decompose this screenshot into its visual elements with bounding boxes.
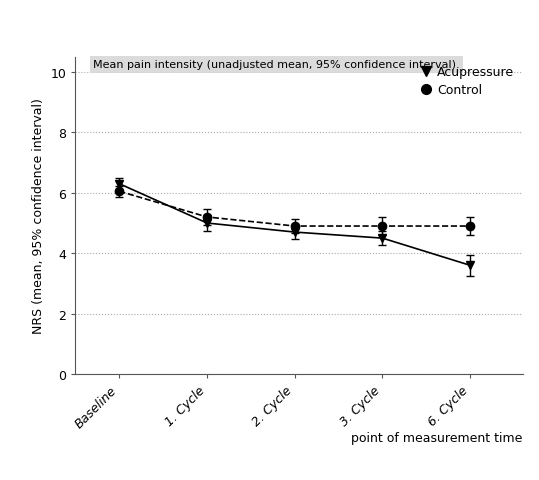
Text: point of measurement time: point of measurement time <box>351 432 523 444</box>
Legend: Acupressure, Control: Acupressure, Control <box>416 61 519 102</box>
Text: Mean pain intensity (unadjusted mean, 95% confidence interval).: Mean pain intensity (unadjusted mean, 95… <box>93 60 460 71</box>
Y-axis label: NRS (mean, 95% confidence interval): NRS (mean, 95% confidence interval) <box>32 98 45 334</box>
